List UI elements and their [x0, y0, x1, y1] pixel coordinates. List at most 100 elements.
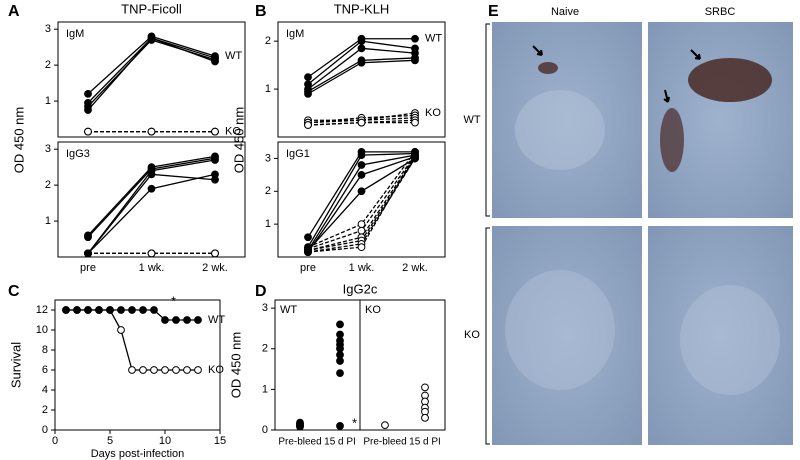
y-tick-label: 6	[42, 364, 48, 376]
group-label: KO	[365, 304, 381, 316]
plot-frame	[277, 21, 446, 138]
data-point	[211, 170, 219, 179]
data-point	[84, 306, 92, 314]
data-point	[84, 127, 92, 136]
data-point	[296, 418, 304, 427]
chart-title: TNP-Ficoll	[121, 1, 182, 16]
annotation: *	[352, 415, 357, 430]
series-line	[307, 151, 416, 248]
plot-frame	[277, 141, 446, 258]
data-point	[95, 306, 103, 314]
y-axis-label: OD 450 nm	[228, 332, 243, 398]
y-tick-label: 2	[45, 59, 51, 71]
data-point	[357, 187, 366, 196]
y-tick-label: 8	[42, 344, 48, 356]
y-tick-label: 1	[45, 95, 51, 107]
micrograph	[648, 226, 793, 445]
panel-label: A	[8, 3, 20, 20]
data-point	[357, 170, 366, 179]
y-tick-label: 1	[265, 218, 271, 230]
y-tick-label: 3	[45, 143, 51, 155]
data-point	[304, 233, 312, 242]
x-tick-label: 15 d PI	[409, 437, 441, 448]
subplot-label: IgM	[286, 28, 304, 40]
series-label: WT	[225, 50, 242, 62]
data-point	[336, 369, 344, 378]
y-axis-label: Survival	[8, 342, 23, 388]
data-point	[211, 57, 219, 66]
data-point	[172, 316, 180, 324]
y-tick-label: 1	[262, 383, 268, 395]
stain	[538, 62, 558, 74]
x-tick-label: 1 wk.	[139, 262, 165, 274]
y-tick-label: 0	[262, 424, 268, 436]
annotation: *	[171, 293, 176, 308]
data-point	[357, 44, 366, 53]
x-tick-label: 15 d PI	[324, 437, 356, 448]
data-point	[84, 233, 92, 242]
data-point	[150, 306, 158, 314]
series-label: KO	[208, 364, 224, 376]
series-line	[87, 37, 216, 111]
data-point	[139, 366, 147, 374]
data-point	[147, 34, 156, 43]
data-point	[106, 306, 114, 314]
series-line	[87, 37, 216, 104]
x-tick-label: Pre-bleed	[363, 437, 406, 448]
stain	[688, 58, 772, 102]
data-point	[357, 243, 366, 252]
data-point	[304, 121, 312, 129]
data-point	[161, 316, 169, 324]
bracket	[485, 23, 490, 445]
series-label: WT	[208, 314, 225, 326]
data-point	[357, 161, 366, 169]
x-tick-label: 15	[214, 435, 226, 447]
data-point	[411, 118, 419, 127]
data-point	[336, 422, 344, 430]
y-axis-label: OD 450 nm	[231, 107, 246, 173]
data-point	[357, 118, 366, 127]
x-tick-label: 2 wk.	[402, 262, 428, 274]
series-label: WT	[425, 33, 442, 45]
data-point	[150, 366, 158, 374]
data-point	[84, 249, 92, 258]
data-point	[147, 249, 156, 258]
data-point	[411, 34, 419, 43]
data-point	[117, 326, 125, 334]
follicle	[505, 270, 615, 390]
y-tick-label: 2	[265, 35, 271, 47]
data-point	[147, 127, 156, 136]
data-point	[194, 366, 202, 374]
data-point	[128, 306, 136, 314]
data-point	[411, 154, 419, 163]
data-point	[62, 306, 70, 314]
x-tick-label: 1 wk.	[349, 262, 375, 274]
plot-frame	[54, 299, 221, 431]
subplot-label: IgG1	[286, 148, 310, 160]
data-point	[211, 156, 219, 164]
stain	[660, 108, 684, 172]
y-axis-label: OD 450 nm	[11, 107, 26, 173]
data-point	[211, 249, 219, 258]
data-point	[381, 421, 389, 430]
data-point	[336, 320, 344, 329]
data-point	[194, 316, 202, 324]
data-point	[357, 58, 366, 67]
y-tick-label: 10	[36, 324, 48, 336]
panel-label: E	[488, 3, 499, 20]
arrow	[532, 45, 701, 103]
data-point	[304, 89, 312, 98]
data-point	[84, 89, 92, 98]
data-point	[421, 413, 429, 422]
data-point	[147, 170, 156, 179]
data-point	[211, 127, 219, 136]
y-tick-label: 12	[36, 304, 48, 316]
y-tick-label: 2	[265, 185, 271, 197]
x-tick-label: Pre-bleed	[278, 437, 321, 448]
series-line	[307, 47, 416, 90]
data-point	[128, 366, 136, 374]
y-tick-label: 3	[262, 302, 268, 314]
data-point	[357, 151, 366, 160]
data-point	[304, 246, 312, 255]
